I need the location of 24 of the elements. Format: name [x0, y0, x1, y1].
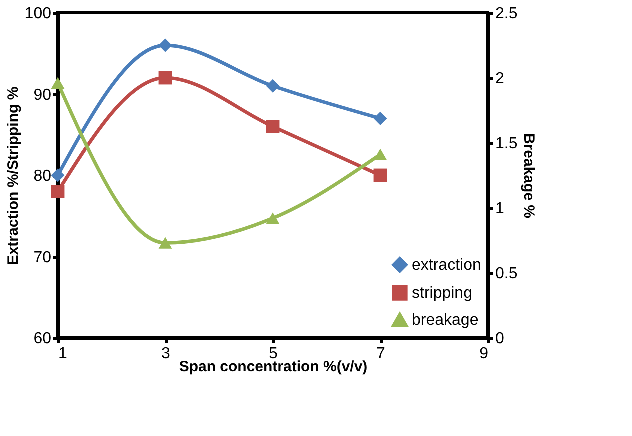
point — [51, 77, 65, 90]
point — [158, 237, 172, 249]
y-tick-label: 100 — [24, 6, 52, 22]
x-tick-label: 7 — [376, 346, 386, 362]
legend-label: extraction — [412, 257, 482, 274]
x-tick-label: 9 — [480, 346, 489, 362]
y-tick-label: 60 — [34, 330, 52, 348]
point — [266, 212, 280, 224]
y-tick-label: 70 — [34, 249, 52, 266]
x-tick-label: 3 — [162, 346, 171, 362]
y2-tick-label: 1.5 — [496, 136, 518, 152]
y2-tick-label: 0 — [496, 330, 504, 348]
y-tick-label: 90 — [34, 86, 52, 104]
y-axis-title: Extraction %/Stripping % — [4, 86, 22, 266]
legend-label: breakage — [412, 312, 479, 329]
y2-tick-label: 2 — [496, 70, 504, 88]
y2-tick-label: 1 — [496, 200, 504, 218]
y2-tick-label: 0.5 — [496, 266, 518, 282]
y-tick-label: 80 — [34, 168, 52, 185]
x-tick-label: 1 — [58, 346, 68, 362]
y2-tick-label: 2.5 — [496, 6, 518, 22]
point — [374, 148, 388, 161]
legend-label: stripping — [412, 285, 472, 302]
y2-axis-title: Breakage % — [520, 133, 538, 219]
